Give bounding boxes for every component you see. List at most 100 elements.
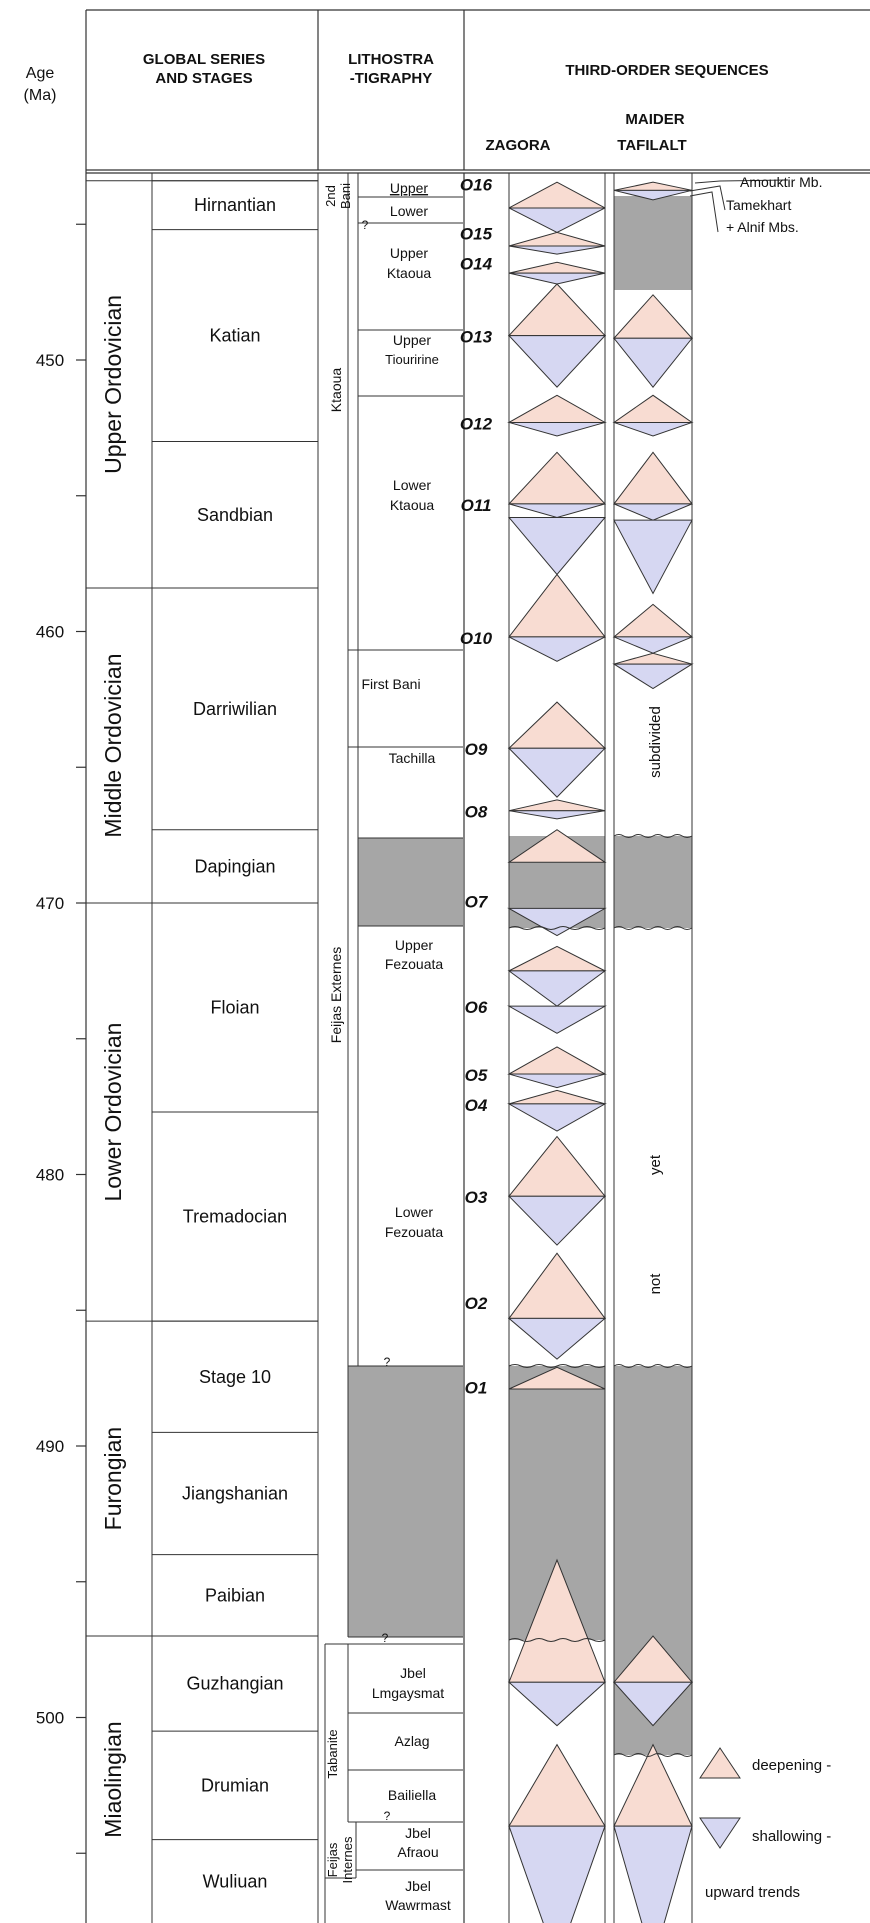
maider-not: not bbox=[647, 1273, 664, 1295]
sequence-label-o15: O15 bbox=[460, 224, 493, 243]
litho-upper-fezouata: Upper bbox=[395, 937, 433, 953]
zagora-triangle-4 bbox=[508, 261, 606, 274]
zagora-triangle-25 bbox=[508, 1073, 606, 1089]
litho-tachilla: Tachilla bbox=[389, 750, 436, 766]
zagora-triangle-27 bbox=[507, 1103, 607, 1132]
legend: deepening - shallowing - upward trends bbox=[699, 1747, 831, 1901]
zagora-triangle-34 bbox=[507, 1681, 607, 1727]
sequence-label-o13: O13 bbox=[460, 328, 493, 347]
stage-label-10: Guzhangian bbox=[186, 1674, 283, 1694]
zagora-triangle-14 bbox=[508, 636, 606, 662]
zagora-triangle-16 bbox=[507, 747, 607, 798]
zagora-triangle-18 bbox=[508, 810, 606, 820]
maider-triangle-9 bbox=[612, 603, 694, 638]
litho-boxes bbox=[317, 173, 463, 1923]
zagora-triangle-9 bbox=[508, 421, 606, 437]
litho-lower-fezouata: Lower bbox=[395, 1204, 433, 1220]
zagora-triangle-36 bbox=[508, 1825, 606, 1923]
lithostratigraphy-labels: 2nd Bani Upper Lower ? Upper Ktaoua Uppe… bbox=[323, 180, 451, 1913]
zagora-triangle-5 bbox=[508, 272, 606, 285]
zagora-triangle-6 bbox=[507, 283, 607, 337]
maider-triangle-2 bbox=[612, 294, 694, 339]
series-label-0: Upper Ordovician bbox=[100, 295, 126, 474]
stage-label-9: Paibian bbox=[205, 1585, 265, 1605]
age-header: Age bbox=[26, 65, 55, 82]
sequence-label-o12: O12 bbox=[460, 414, 493, 433]
age-tick-label-460: 460 bbox=[36, 623, 64, 642]
legend-upward-trends: upward trends bbox=[705, 1884, 800, 1901]
zagora-triangle-29 bbox=[507, 1195, 607, 1246]
litho-first-bani: First Bani bbox=[361, 676, 420, 692]
global-series-header-2: AND STAGES bbox=[155, 70, 252, 87]
maider-triangle-15 bbox=[613, 1743, 693, 1827]
sequence-label-o8: O8 bbox=[465, 803, 488, 822]
maider-triangle-6 bbox=[612, 451, 694, 505]
maider-subdivided: subdivided bbox=[647, 706, 664, 778]
sequence-label-o10: O10 bbox=[460, 629, 493, 648]
litho-upper-fezouata-2: Fezouata bbox=[385, 956, 444, 972]
header: Age (Ma) GLOBAL SERIES AND STAGES LITHOS… bbox=[24, 51, 769, 154]
maider-triangle-0 bbox=[613, 181, 693, 191]
litho-feijas-internes-2: Internes bbox=[340, 1836, 355, 1883]
third-order-header: THIRD-ORDER SEQUENCES bbox=[565, 62, 768, 79]
litho-jbel-afraou: Jbel bbox=[405, 1825, 431, 1841]
maider-header: MAIDER bbox=[625, 111, 684, 128]
zagora-triangle-1 bbox=[508, 207, 606, 233]
zagora-triangle-12 bbox=[507, 516, 607, 576]
litho-second-bani: 2nd bbox=[323, 185, 338, 207]
litho-azlag: Azlag bbox=[394, 1733, 429, 1749]
maider-unconformity-o7 bbox=[613, 926, 693, 930]
stage-label-5: Floian bbox=[210, 998, 259, 1018]
tafilalt-header: TAFILALT bbox=[617, 137, 686, 154]
sequence-label-o14: O14 bbox=[460, 254, 493, 273]
litho-upper-tiouririne-2: Tiouririne bbox=[385, 352, 439, 367]
zagora-unconformity-o1 bbox=[508, 1364, 606, 1368]
zagora-triangle-11 bbox=[508, 503, 606, 518]
legend-deepening-swatch bbox=[699, 1747, 741, 1779]
age-tick-label-470: 470 bbox=[36, 894, 64, 913]
stage-label-0: Hirnantian bbox=[194, 195, 276, 215]
zagora-triangle-2 bbox=[508, 231, 606, 247]
stage-label-1: Katian bbox=[209, 326, 260, 346]
zagora-triangle-10 bbox=[507, 451, 607, 505]
zagora-triangle-22 bbox=[507, 970, 607, 1007]
sequence-labels: O16 O15 O14 O13 O12 O11 O10 O9 O8 O7 O6 O5 O4 O3 O2 O1 bbox=[460, 176, 493, 1398]
legend-deepening: deepening - bbox=[752, 1757, 831, 1774]
stage-label-3: Darriwilian bbox=[193, 699, 277, 719]
sequence-label-o3: O3 bbox=[465, 1188, 488, 1207]
sequence-label-o9: O9 bbox=[465, 740, 488, 759]
litho-question-4: ? bbox=[384, 1809, 391, 1823]
litho-ktaoua: Ktaoua bbox=[328, 368, 344, 413]
maider-triangle-14 bbox=[612, 1681, 694, 1727]
zagora-triangle-24 bbox=[507, 1046, 607, 1075]
litho-jbel-lmgaysmat-2: Lmgaysmat bbox=[372, 1685, 444, 1701]
litho-upper-ktaoua: Upper bbox=[390, 245, 428, 261]
maider-triangle-5 bbox=[613, 421, 693, 437]
zagora-triangle-8 bbox=[507, 394, 607, 423]
zagora-triangle-3 bbox=[508, 245, 606, 255]
maider-notes: subdivided yet not bbox=[647, 706, 664, 1294]
maider-unconformity-top-o7 bbox=[613, 834, 693, 838]
litho-jbel-lmgaysmat: Jbel bbox=[400, 1665, 426, 1681]
litho-jbel-afraou-2: Afraou bbox=[397, 1844, 438, 1860]
series-label-1: Middle Ordovician bbox=[100, 653, 126, 837]
litho-lower-ktaoua: Lower bbox=[393, 477, 431, 493]
stage-column: Hirnantian Katian Sandbian Darriwilian Dapin… bbox=[151, 173, 318, 1923]
litho-lower-ktaoua-2: Ktaoua bbox=[390, 497, 435, 513]
litho-jbel-wawrmast: Jbel bbox=[405, 1878, 431, 1894]
litho-feijas-externes: Feijas Externes bbox=[328, 947, 344, 1043]
series-label-2: Lower Ordovician bbox=[100, 1023, 126, 1202]
zagora-triangle-15 bbox=[507, 701, 607, 749]
litho-gap-furongian bbox=[348, 1366, 463, 1637]
maider-triangle-3 bbox=[612, 337, 694, 388]
litho-jbel-wawrmast-2: Wawrmast bbox=[385, 1897, 451, 1913]
stage-label-6: Tremadocian bbox=[183, 1207, 287, 1227]
sequence-label-o16: O16 bbox=[460, 176, 493, 195]
maider-triangle-8 bbox=[613, 519, 693, 595]
maider-unconformity-o1 bbox=[613, 1364, 693, 1368]
litho-upper-ktaoua-2: Ktaoua bbox=[387, 265, 432, 281]
age-unit-header: (Ma) bbox=[24, 87, 57, 104]
zagora-triangle-23 bbox=[507, 1005, 607, 1034]
zagora-triangle-31 bbox=[507, 1317, 607, 1360]
litho-question-2: ? bbox=[384, 1355, 391, 1369]
